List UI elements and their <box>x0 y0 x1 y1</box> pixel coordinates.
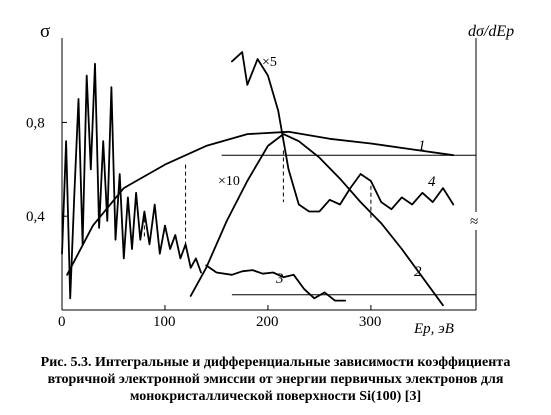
curve-label-4: 4 <box>428 174 436 190</box>
magnification-x10: ×10 <box>218 174 240 189</box>
curve-label-2: 2 <box>414 264 422 280</box>
axis-ticks: 0 100 200 300 0,4 0,8 <box>26 115 381 330</box>
curve-4 <box>230 51 455 213</box>
curve-labels: 1 2 3 4 <box>275 138 436 287</box>
y-axis-left-title: σ <box>40 21 50 42</box>
x-axis-title: Ep, эВ <box>413 321 454 337</box>
right-axis-break: ≈ <box>470 214 478 230</box>
magnification-x5: ×5 <box>262 55 277 70</box>
curve-2 <box>189 133 444 307</box>
curve-3 <box>205 264 347 302</box>
curve-spectrum <box>61 62 202 300</box>
y-tick-label-0: 0,4 <box>26 209 45 225</box>
curve-1 <box>66 130 455 276</box>
y-tick-label-1: 0,8 <box>26 115 45 131</box>
curve-label-1: 1 <box>418 138 426 154</box>
y-axis-right-title: dσ/dEp <box>468 23 514 40</box>
figure-caption: Рис. 5.3. Интегральные и дифференциальны… <box>40 355 511 404</box>
reference-lines <box>143 150 476 296</box>
x-tick-label-1: 100 <box>153 314 176 330</box>
curves <box>61 51 455 307</box>
x-tick-label-0: 0 <box>58 314 66 330</box>
x-tick-label-2: 200 <box>256 314 279 330</box>
curve-label-3: 3 <box>275 271 284 287</box>
x-tick-label-3: 300 <box>359 314 382 330</box>
